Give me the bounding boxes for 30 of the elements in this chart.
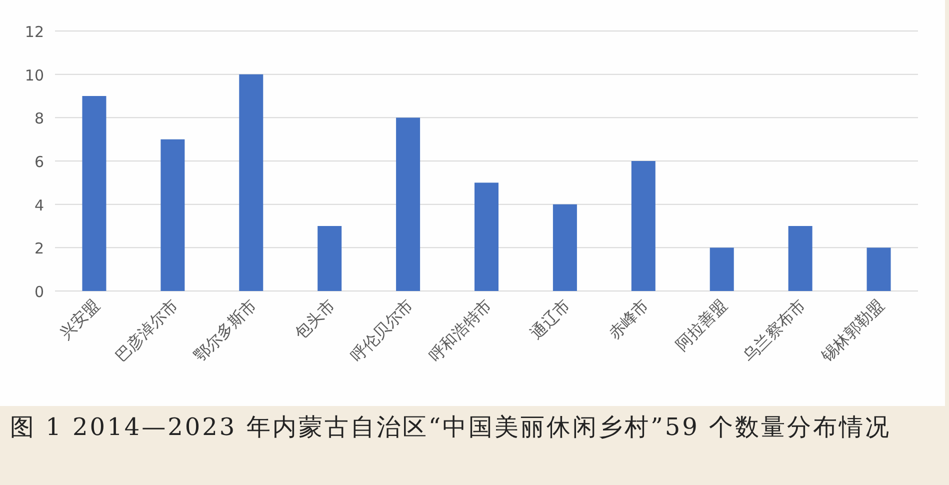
bar xyxy=(82,96,106,291)
x-tick-label: 巴彦淖尔市 xyxy=(112,295,182,366)
bar xyxy=(396,118,420,291)
bar xyxy=(710,248,734,291)
bar xyxy=(318,226,342,291)
y-tick-label: 0 xyxy=(34,283,44,301)
bar xyxy=(474,182,498,291)
x-tick-label: 阿拉善盟 xyxy=(672,295,731,354)
x-tick-label: 锡林郭勒盟 xyxy=(816,295,888,366)
x-tick-label: 赤峰市 xyxy=(604,295,652,343)
y-tick-label: 6 xyxy=(34,153,44,171)
bar xyxy=(866,248,891,291)
y-tick-label: 4 xyxy=(34,196,44,214)
x-tick-label: 兴安盟 xyxy=(56,295,104,343)
bar xyxy=(160,139,185,291)
x-tick-label: 鄂尔多斯市 xyxy=(190,295,260,366)
bar xyxy=(631,161,656,291)
bar xyxy=(239,74,264,291)
x-tick-label: 乌兰察布市 xyxy=(739,295,810,366)
y-tick-label: 8 xyxy=(34,110,44,128)
y-tick-label: 10 xyxy=(24,66,44,84)
bar xyxy=(788,226,812,291)
caption: 图 1 2014—2023 年内蒙古自治区“中国美丽休闲乡村”59 个数量分布情况 xyxy=(10,412,892,443)
x-tick-label: 呼伦贝尔市 xyxy=(346,295,417,366)
x-tick-label: 通辽市 xyxy=(526,295,574,343)
y-tick-label: 12 xyxy=(24,23,44,41)
bar xyxy=(552,204,577,291)
y-tick-label: 2 xyxy=(34,240,44,258)
x-tick-label: 包头市 xyxy=(291,295,338,343)
x-tick-label: 呼和浩特市 xyxy=(425,295,496,366)
